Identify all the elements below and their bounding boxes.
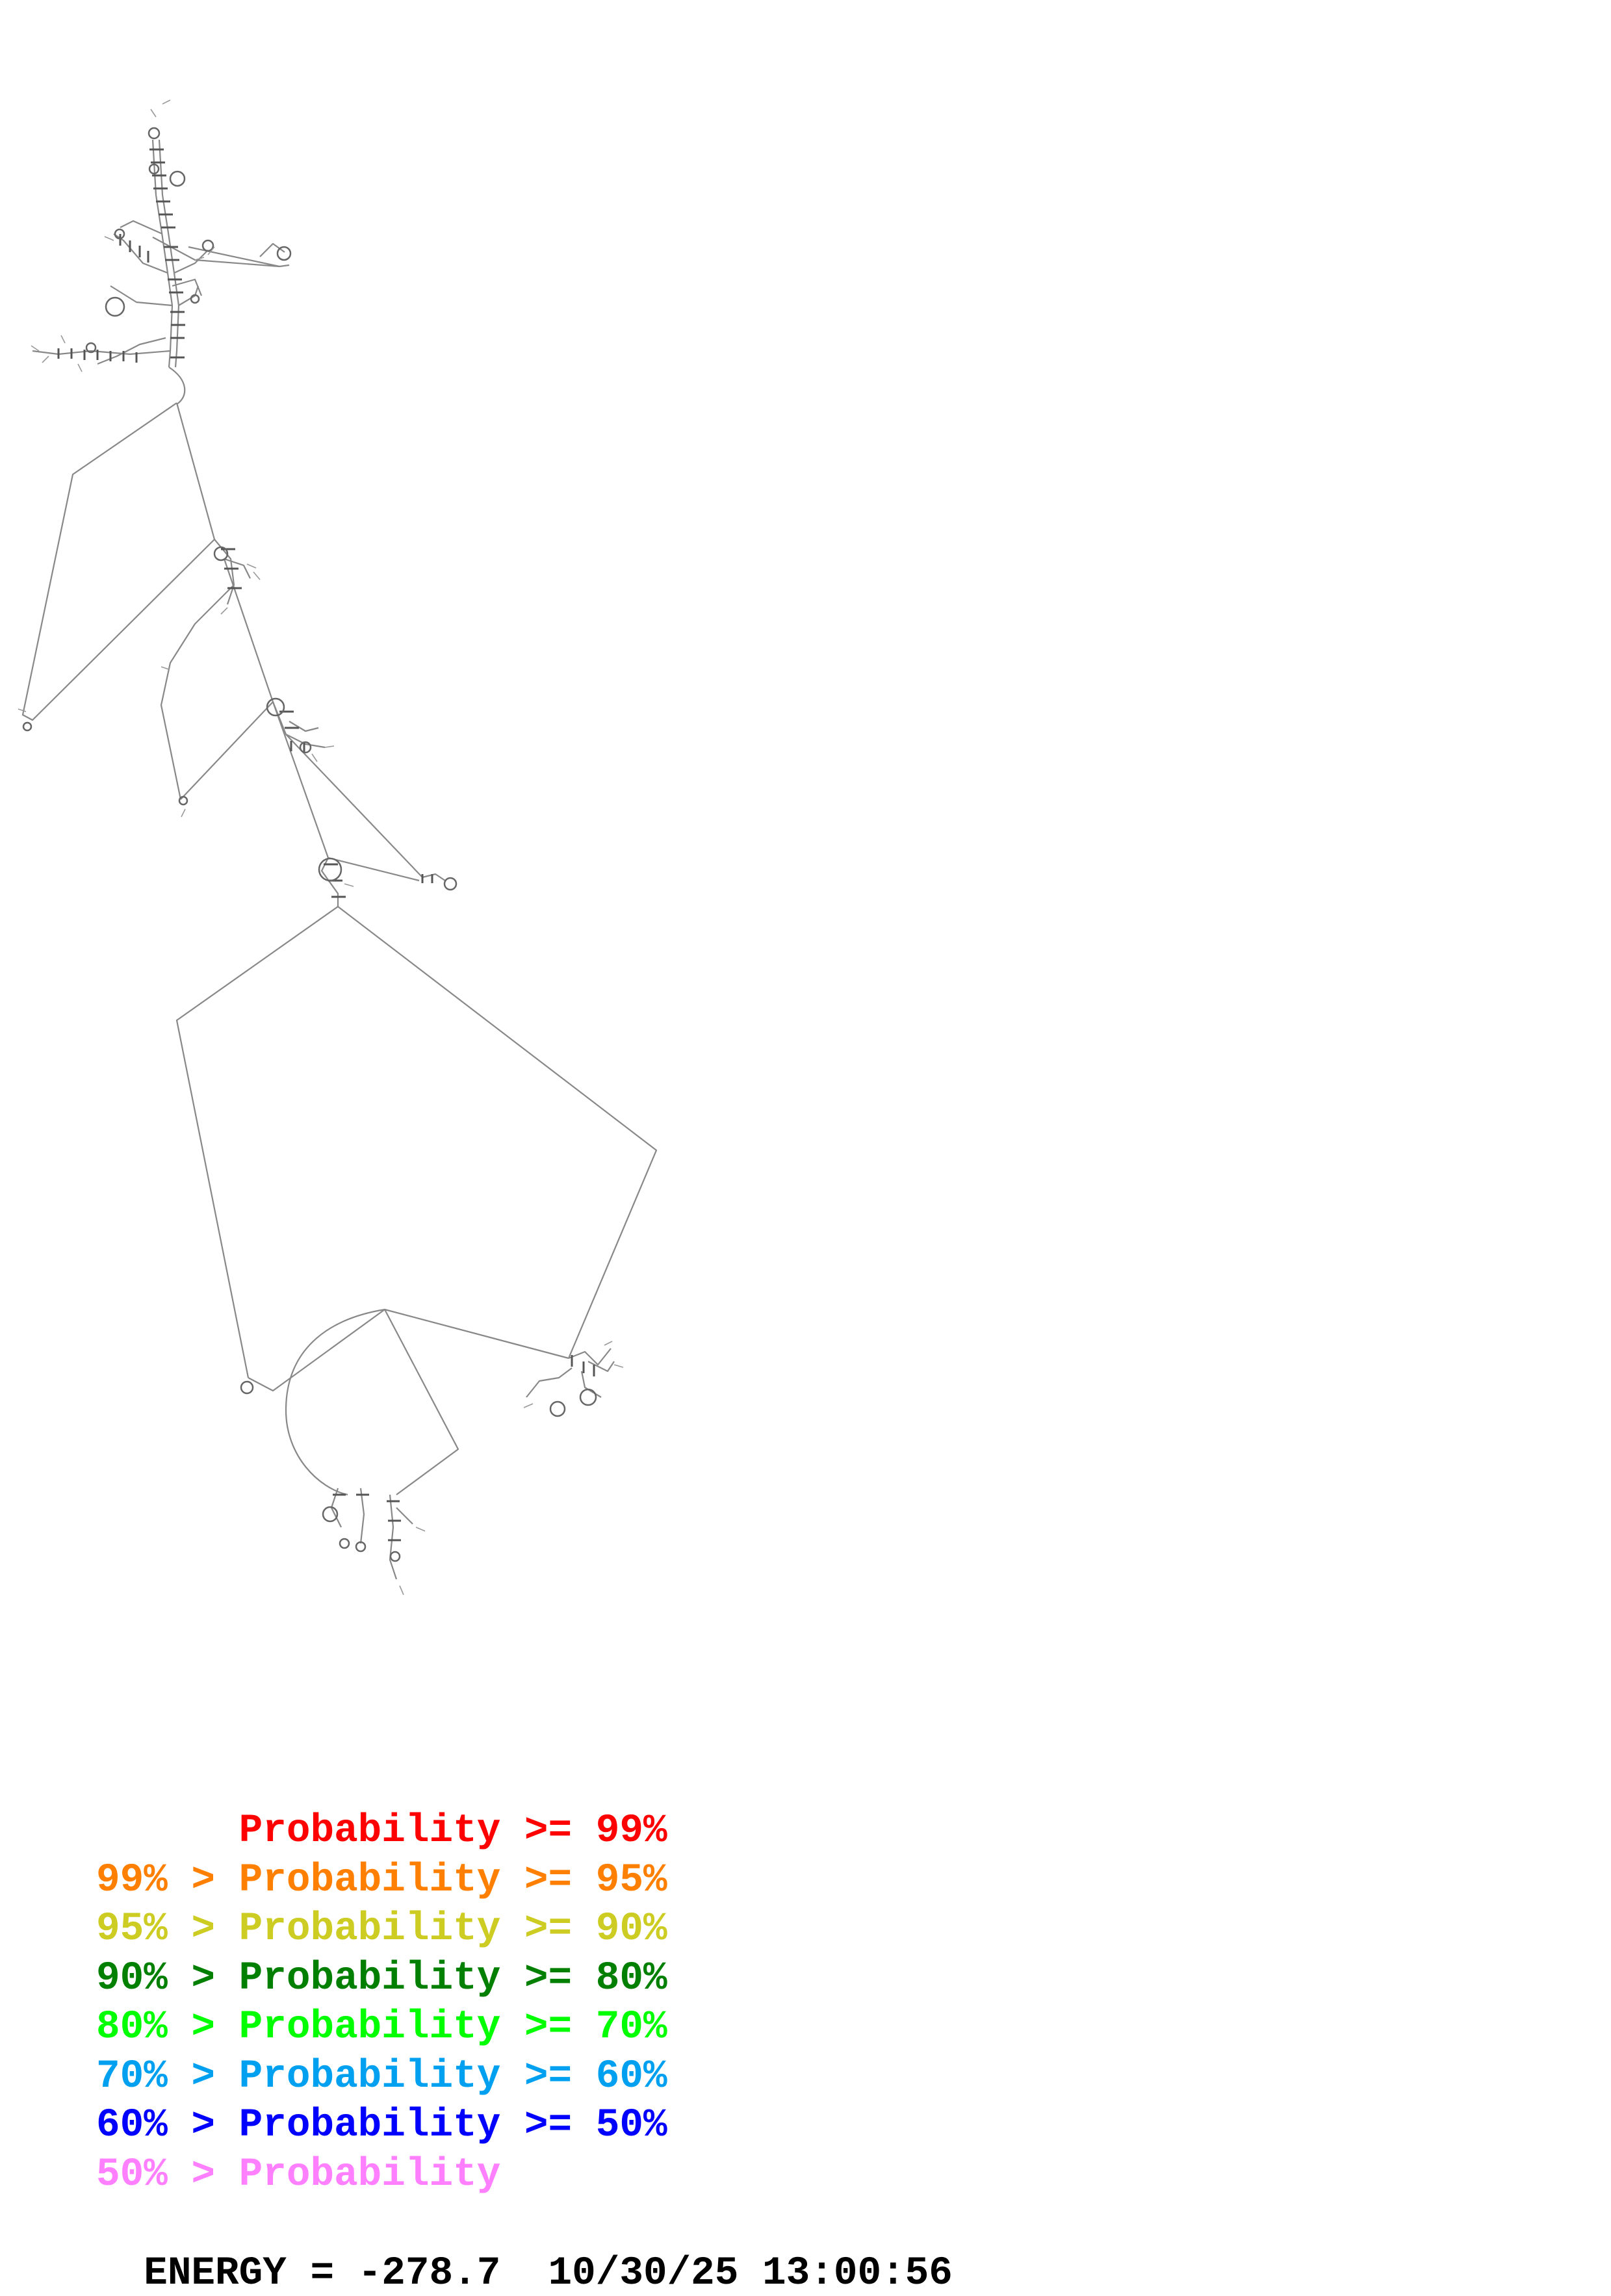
base-pairs [149, 148, 185, 359]
hairpin-loop [389, 1551, 401, 1562]
backbone-segment [285, 1308, 385, 1496]
legend-entry: 90% > Probability >= 80% [96, 1954, 667, 2004]
timestamp-time: 13:00:56 [762, 2251, 953, 2296]
backbone-segment [175, 402, 216, 540]
legend-entry-prefix [96, 1809, 239, 1853]
helix-stem [272, 701, 326, 749]
helix-stem [174, 250, 209, 274]
footer-gap [500, 2251, 548, 2296]
helix-stem [396, 1507, 413, 1525]
backbone-segment [168, 367, 186, 405]
hairpin-loop [549, 1400, 566, 1417]
hairpin-loop [148, 127, 161, 140]
energy-value: -278.7 [357, 2251, 501, 2296]
backbone-segment [383, 1308, 569, 1495]
hairpin-loop [105, 296, 125, 317]
unpaired-bases [18, 99, 624, 1595]
hairpin-loop [178, 795, 188, 806]
helix-stem [422, 873, 446, 881]
base-pairs [421, 874, 433, 883]
legend-entry-prefix: 70% > [96, 2054, 239, 2099]
backbone-segment [175, 906, 339, 1378]
legend-entry: 95% > Probability >= 90% [96, 1905, 667, 1954]
legend-entry-range: Probability >= 80% [238, 1955, 667, 2001]
hairpin-loop [190, 294, 200, 304]
hairpin-loop [240, 1380, 254, 1395]
helix-stem [389, 1494, 398, 1580]
helix-stem [580, 1371, 602, 1398]
hairpin-loop [22, 721, 32, 732]
legend-entry: 99% > Probability >= 95% [96, 1856, 667, 1905]
base-pairs [119, 234, 149, 263]
helix-stem [120, 220, 163, 235]
footer-gap [738, 2251, 762, 2296]
rna-secondary-structure [18, 99, 658, 1595]
helix-stem [113, 233, 168, 274]
legend-entry-range: Probability >= 70% [238, 2005, 667, 2050]
backbone-segment [21, 402, 215, 721]
base-pairs [571, 1355, 595, 1376]
helix-stem [587, 1361, 615, 1373]
hairpin-loop [201, 239, 214, 252]
base-pairs [57, 348, 138, 363]
helix-stem [172, 278, 203, 296]
helix-stem [110, 285, 173, 307]
backbone-segment [248, 1309, 385, 1392]
legend-entry-prefix: 95% > [96, 1907, 239, 1952]
hairpin-loop [443, 877, 458, 891]
hairpin-loop [339, 1538, 350, 1549]
backbone-segment [328, 857, 420, 882]
legend-entry: Probability >= 99% [96, 1807, 667, 1856]
legend-entry-range: Probability [238, 2152, 501, 2197]
backbone-segment [337, 906, 658, 1359]
timestamp-date: 10/30/25 [548, 2251, 739, 2296]
energy-label: ENERGY = [144, 2251, 358, 2296]
legend-entry-range: Probability >= 60% [238, 2054, 667, 2099]
hairpin-loop [276, 246, 292, 261]
helix-stem [289, 721, 319, 732]
probability-legend: Probability >= 99% 99% > Probability >= 9… [96, 1807, 667, 2199]
interior-loop [318, 857, 342, 882]
helix-stem [359, 1488, 365, 1544]
legend-entry-prefix: 80% > [96, 2005, 239, 2050]
base-pairs [333, 1493, 401, 1541]
legend-entry: 60% > Probability >= 50% [96, 2101, 667, 2150]
energy-footer: ENERGY = -278.7 10/30/25 13:00:56 [96, 2206, 953, 2296]
backbone-segment [180, 701, 274, 800]
legend-entry-range: Probability >= 95% [238, 1857, 667, 1903]
legend-entry: 50% > Probability [96, 2150, 667, 2200]
hairpin-loop [322, 1506, 339, 1523]
backbone-segment [285, 734, 423, 878]
interior-loop [213, 546, 229, 561]
legend-entry-prefix: 90% > [96, 1955, 239, 2001]
hairpin-loop [355, 1541, 367, 1553]
helix-stem [158, 139, 180, 368]
hairpin-loop [299, 741, 312, 754]
legend-entry: 70% > Probability >= 60% [96, 2052, 667, 2102]
helix-stem [526, 1367, 573, 1398]
legend-entry: 80% > Probability >= 70% [96, 2003, 667, 2052]
legend-entry-prefix: 50% > [96, 2152, 239, 2197]
helix-stem [568, 1348, 612, 1366]
helix-stem [32, 350, 171, 355]
base-pairs [221, 548, 242, 589]
helix-stem [259, 242, 285, 257]
legend-entry-range: Probability >= 99% [238, 1809, 667, 1853]
hairpin-loop [85, 342, 97, 354]
base-pairs [279, 710, 305, 753]
hairpin-loop [148, 163, 160, 175]
legend-entry-range: Probability >= 50% [238, 2103, 667, 2148]
hairpin-loop [169, 170, 186, 187]
legend-entry-prefix: 99% > [96, 1857, 239, 1903]
helix-stem [97, 337, 166, 365]
backbone-segment [160, 584, 235, 800]
legend-entry-range: Probability >= 90% [238, 1907, 667, 1952]
hairpin-loop [114, 228, 125, 240]
hairpin-loop [579, 1388, 597, 1406]
legend-entry-prefix: 60% > [96, 2103, 239, 2148]
helix-stem [224, 558, 251, 579]
interior-loop [266, 697, 285, 717]
